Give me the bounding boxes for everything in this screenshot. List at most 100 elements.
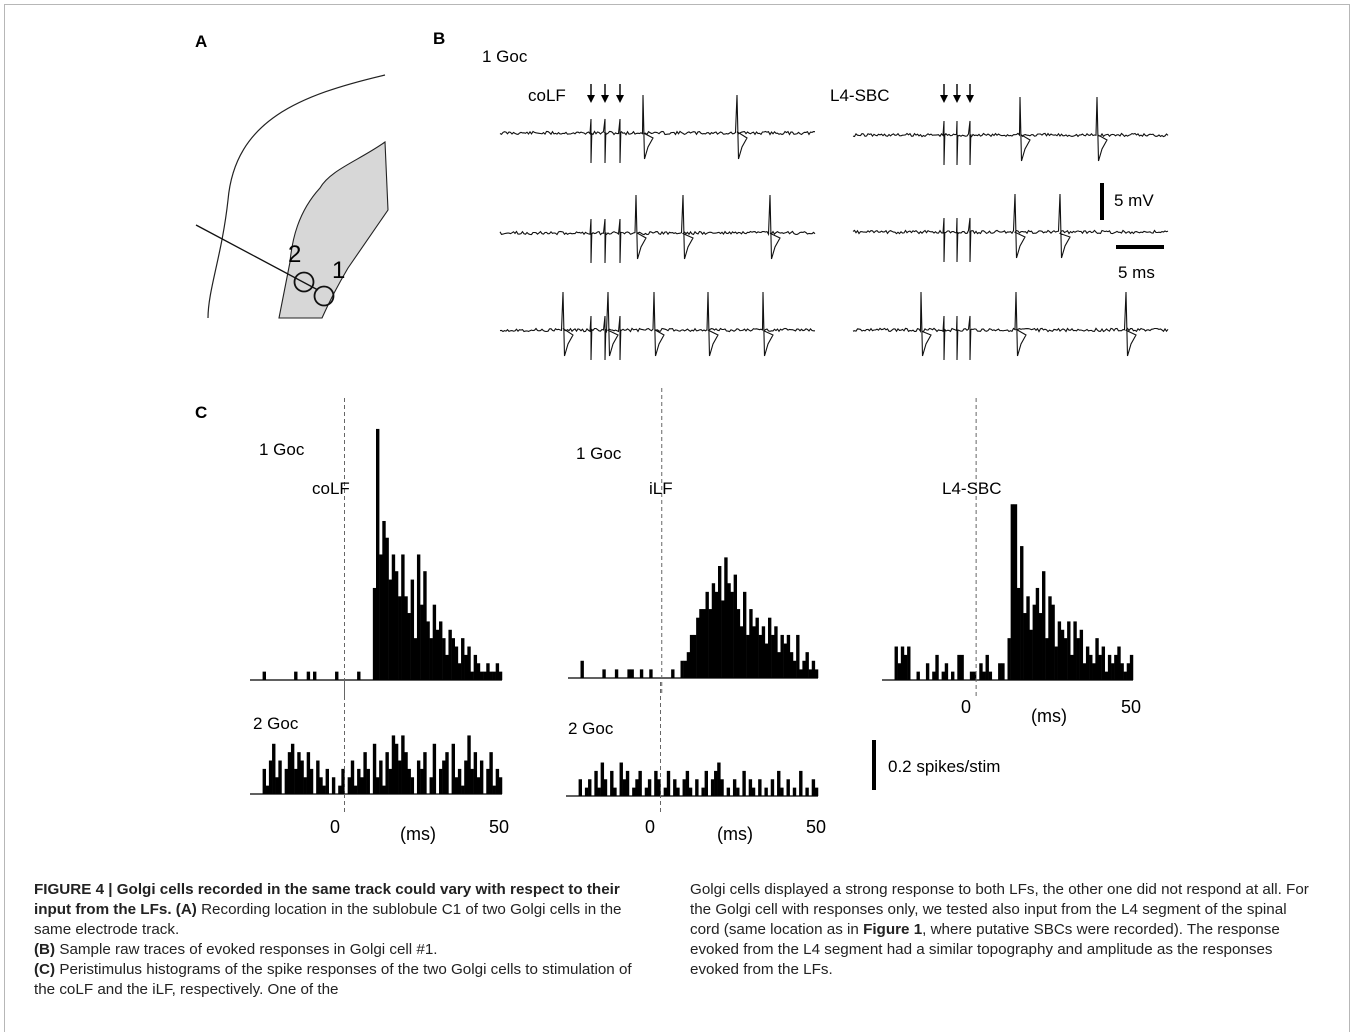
psth-bar	[693, 634, 697, 678]
psth-bar	[357, 768, 361, 794]
psth-bar	[736, 609, 741, 678]
caption-key-c: (C)	[34, 961, 56, 978]
psth-bar	[1079, 629, 1084, 680]
psth-bar	[755, 617, 759, 678]
psth-bar	[294, 768, 298, 794]
psth-bar	[808, 669, 813, 678]
psth-bar	[649, 669, 653, 678]
caption-figure-ref[interactable]: Figure 1	[863, 921, 923, 938]
psth-bar	[657, 779, 661, 796]
psth-bar	[442, 760, 446, 794]
psth-bar	[489, 671, 493, 680]
psth-bar	[398, 596, 402, 680]
figure-graphic: A 2 1 B 1 Goc coLF L4-SBC 5 mV 5 ms C 1 …	[195, 29, 1169, 844]
psth-bar	[727, 583, 731, 678]
psth-bar	[457, 663, 462, 680]
psth-bar	[610, 770, 614, 796]
scale-label-time: 5 ms	[1118, 263, 1155, 282]
stimulus-arrows	[587, 84, 974, 103]
psth-5: 2 Goc	[566, 682, 819, 814]
psth-bar	[407, 613, 411, 680]
psth-bar	[622, 779, 627, 796]
psth-bar	[432, 604, 437, 680]
psth-bar	[1123, 671, 1127, 680]
psth-bar	[435, 629, 440, 680]
psth-bar	[696, 617, 700, 678]
site-label-2: 2	[288, 241, 301, 268]
psth-bar	[695, 779, 699, 796]
psth-bar	[338, 785, 342, 794]
psth-bar	[388, 768, 392, 794]
psth-bar	[683, 660, 688, 678]
caption-column-left: FIGURE 4 | Golgi cells recorded in the s…	[34, 880, 634, 1000]
psth-bar	[464, 760, 468, 794]
psth-bar	[749, 609, 753, 678]
psth-bar	[768, 617, 772, 678]
psth-bar	[473, 654, 478, 680]
caption-title: FIGURE 4 | Golgi cells recorded in the s…	[34, 881, 620, 918]
psth-bar	[473, 752, 478, 794]
psth-bar	[764, 643, 769, 678]
caption-left-paragraph: FIGURE 4 | Golgi cells recorded in the s…	[34, 881, 622, 938]
psth-bar	[483, 671, 487, 680]
psth-bar	[498, 777, 503, 794]
psth-bar	[627, 669, 631, 678]
stim-arrow-head	[940, 95, 948, 103]
psth-bar	[761, 626, 766, 678]
panel-c-label: C	[195, 403, 207, 422]
psth-bar	[705, 591, 709, 678]
psth-bar	[398, 760, 402, 794]
psth-bar	[287, 752, 292, 794]
psth-bar	[1001, 663, 1005, 680]
psth-bar	[432, 743, 437, 794]
psth-bar	[699, 609, 703, 678]
psth-bar	[439, 768, 443, 794]
psth-bar	[461, 785, 465, 794]
psth-bar	[982, 671, 986, 680]
psth-bar	[1129, 654, 1134, 680]
psth-bar	[644, 787, 649, 796]
psth-bar	[588, 779, 592, 796]
psth-bar	[495, 768, 500, 794]
psth-bar	[771, 634, 775, 678]
psth-bar	[284, 768, 289, 794]
psth-bar	[748, 779, 753, 796]
psth-bar	[578, 779, 582, 796]
psth-bar	[897, 663, 902, 680]
caption-text-a: Recording location in the sublobule C1 o…	[34, 901, 622, 938]
psth-bar	[689, 634, 694, 678]
psth-bar	[751, 787, 756, 796]
psth-bar	[262, 768, 266, 794]
psth-bar	[688, 787, 693, 796]
psth-bar	[714, 591, 719, 678]
psth-bar	[764, 787, 768, 796]
caption-text-c: Peristimulus histograms of the spike res…	[34, 961, 632, 998]
psth-bar	[786, 634, 791, 678]
trace-colf-1	[499, 94, 816, 164]
psth-bar	[388, 579, 392, 680]
psth-bar	[708, 609, 713, 678]
psth-bar	[1107, 654, 1112, 680]
psth-bar	[410, 579, 415, 680]
psth-bar	[410, 777, 415, 794]
caption-text-b: Sample raw traces of evoked responses in…	[55, 941, 438, 958]
psth-bar	[1020, 546, 1024, 680]
psth-bar	[476, 777, 481, 794]
psth-bar	[663, 787, 668, 796]
psth-bar	[685, 770, 690, 796]
psth-bar	[944, 663, 949, 680]
caption-right-text-1: Golgi cells displayed a strong response …	[690, 881, 1309, 938]
figure-caption: FIGURE 4 | Golgi cells recorded in the s…	[0, 880, 1354, 1034]
psth-bar	[1035, 587, 1040, 680]
psth-bar	[632, 787, 636, 796]
psth-bar	[294, 671, 298, 680]
psth-bar	[385, 537, 389, 680]
psth-bar	[306, 752, 311, 794]
psth-bar	[811, 779, 816, 796]
psth-bar	[985, 654, 989, 680]
psth-bar	[1073, 621, 1077, 680]
x-axis-label: (ms)	[717, 824, 753, 844]
psth-bar	[770, 779, 775, 796]
psth-bar	[1092, 663, 1096, 680]
psth-bar	[445, 654, 449, 680]
